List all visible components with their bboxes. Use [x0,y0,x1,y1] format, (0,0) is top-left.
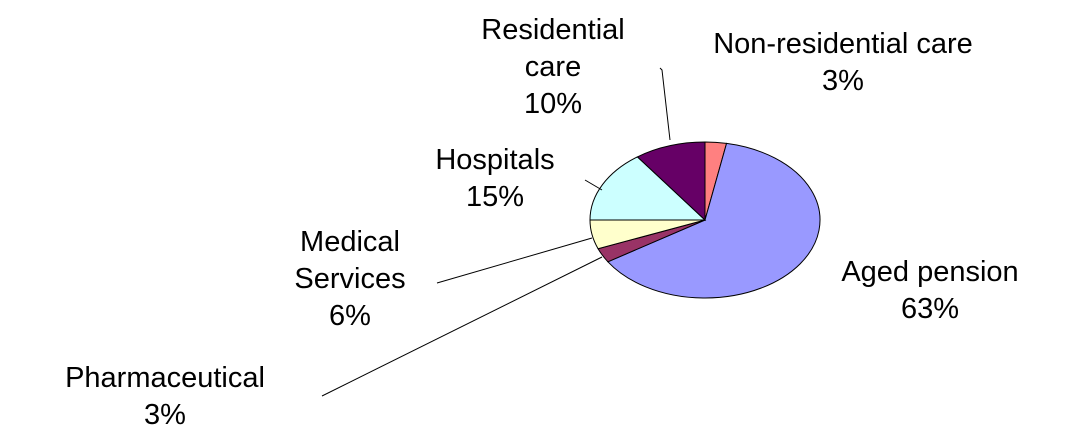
slices [589,141,821,299]
leader-line [659,67,671,141]
slice-label: Hospitals 15% [385,142,605,216]
slice-label: Residential care 10% [463,12,643,123]
slice-label: Medical Services 6% [255,224,445,335]
slice-name: Non-residential care [713,28,973,60]
slice-name: Medical Services [294,226,406,295]
slice-percent: 3% [144,399,186,431]
pie-slice [636,141,706,222]
pie-slice [589,156,707,221]
slice-name: Aged pension [841,256,1019,288]
slice-percent: 10% [523,88,583,120]
slice-name: Pharmaceutical [65,362,265,394]
slice-label: Pharmaceutical 3% [0,360,330,434]
slice-percent: 15% [465,181,525,213]
slice-label: Aged pension 63% [780,254,1073,328]
slice-percent: 6% [329,300,371,332]
leader-line [321,256,603,397]
slice-label: Non-residential care 3% [693,26,993,100]
leader-line [584,179,603,191]
pie-slice [607,142,821,299]
leader-line [436,237,593,284]
slice-percent: 3% [822,65,864,97]
slice-name: Residential care [481,14,625,83]
slice-percent: 63% [900,293,960,325]
slice-name: Hospitals [435,144,555,176]
